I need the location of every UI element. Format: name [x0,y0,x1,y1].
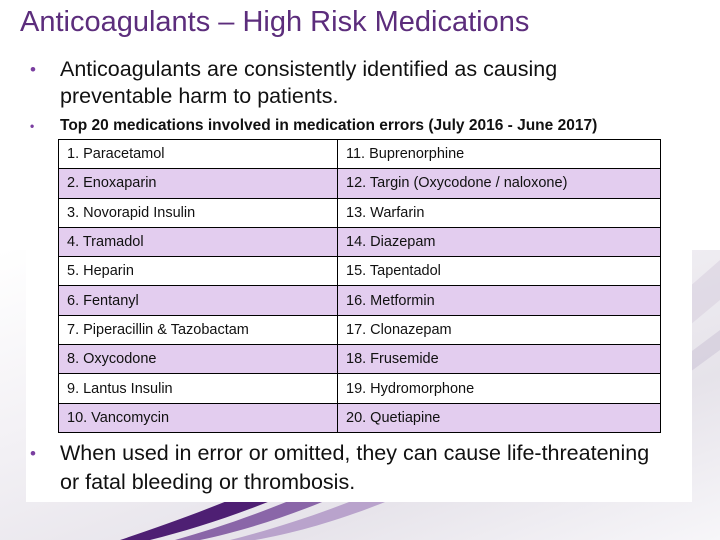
table-cell: 9. Lantus Insulin [58,373,338,404]
bullet-intro: • Anticoagulants are consistently identi… [30,56,650,110]
bullet-table-heading: • Top 20 medications involved in medicat… [30,116,670,136]
table-cell: 14. Diazepam [337,226,661,258]
medications-table: 1. Paracetamol 11. Buprenorphine 2. Enox… [58,138,661,433]
table-row: 4. Tramadol 14. Diazepam [58,226,661,258]
table-cell: 12. Targin (Oxycodone / naloxone) [337,168,661,199]
table-cell: 5. Heparin [58,256,338,287]
bullet-point-icon: • [30,60,36,79]
table-row: 7. Piperacillin & Tazobactam 17. Clonaze… [58,314,661,346]
table-cell: 8. Oxycodone [58,344,338,375]
slide-title: Anticoagulants – High Risk Medications [20,6,530,38]
table-cell: 7. Piperacillin & Tazobactam [58,314,338,346]
table-row: 5. Heparin 15. Tapentadol [58,256,661,287]
table-cell: 20. Quetiapine [337,402,661,433]
table-row: 1. Paracetamol 11. Buprenorphine [58,138,661,170]
table-cell: 6. Fentanyl [58,285,338,316]
table-cell: 17. Clonazepam [337,314,661,346]
table-cell: 18. Frusemide [337,344,661,375]
table-row: 8. Oxycodone 18. Frusemide [58,344,661,375]
table-cell: 15. Tapentadol [337,256,661,287]
table-cell: 19. Hydromorphone [337,373,661,404]
bullet-intro-text: Anticoagulants are consistently identifi… [60,57,558,108]
table-cell: 16. Metformin [337,285,661,316]
table-cell: 11. Buprenorphine [337,138,661,170]
table-row: 10. Vancomycin 20. Quetiapine [58,402,661,433]
table-cell: 13. Warfarin [337,197,661,228]
table-row: 6. Fentanyl 16. Metformin [58,285,661,316]
bullet-closing-text: When used in error or omitted, they can … [60,441,650,494]
bullet-point-icon: • [30,444,36,463]
bullet-point-icon: • [30,119,35,133]
table-cell: 4. Tramadol [58,226,338,258]
table-row: 9. Lantus Insulin 19. Hydromorphone [58,373,661,404]
bullet-closing: • When used in error or omitted, they ca… [30,439,650,497]
table-row: 3. Novorapid Insulin 13. Warfarin [58,197,661,228]
table-cell: 1. Paracetamol [58,138,338,170]
table-row: 2. Enoxaparin 12. Targin (Oxycodone / na… [58,168,661,199]
bullet-table-heading-text: Top 20 medications involved in medicatio… [60,117,598,134]
table-cell: 10. Vancomycin [58,402,338,433]
table-cell: 2. Enoxaparin [58,168,338,199]
table-cell: 3. Novorapid Insulin [58,197,338,228]
